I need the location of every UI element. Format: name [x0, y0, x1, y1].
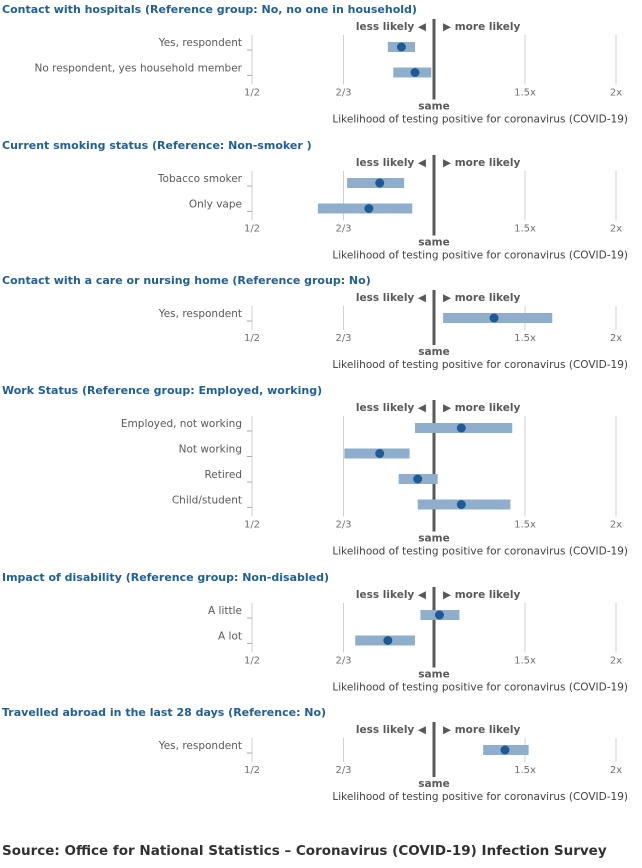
estimate-point [375, 449, 385, 458]
tick-label: 2/3 [335, 88, 351, 99]
less-likely-label: less likely ◀ [356, 157, 427, 169]
x-axis-label: Likelihood of testing positive for coron… [332, 546, 628, 558]
row-label: Yes, respondent [158, 37, 242, 49]
row-label: Tobacco smoker [157, 173, 243, 185]
tick-label: 1/2 [244, 333, 260, 344]
x-axis-label: Likelihood of testing positive for coron… [332, 249, 628, 261]
tick-label: 1.5x [514, 655, 536, 666]
tick-label: 1/2 [244, 765, 260, 776]
tick-label: 1/2 [244, 88, 260, 99]
tick-label: 2x [610, 765, 622, 776]
row-label: Not working [179, 444, 242, 456]
chart-section: Contact with a care or nursing home (Ref… [0, 271, 642, 373]
forest-plot-panels: Contact with hospitals (Reference group:… [0, 0, 642, 805]
tick-label: 2x [610, 655, 622, 666]
chart-section: Current smoking status (Reference: Non-s… [0, 136, 642, 264]
estimate-point [456, 500, 466, 509]
estimate-point [413, 474, 423, 484]
tick-label: 1/2 [244, 223, 260, 234]
more-likely-label: ▶ more likely [443, 589, 520, 601]
estimate-point [410, 68, 420, 77]
tick-label: 1/2 [244, 520, 260, 531]
tick-label: 2/3 [335, 223, 351, 234]
row-label: Employed, not working [121, 418, 242, 430]
less-likely-label: less likely ◀ [356, 292, 427, 304]
reference-label: same [418, 346, 449, 358]
reference-label: same [418, 236, 449, 248]
tick-label: 1.5x [514, 223, 536, 234]
forest-plot: 1/2 2/3 1.5x 2x less likely ◀ ▶ more likely sa… [157, 154, 628, 261]
more-likely-label: ▶ more likely [443, 292, 520, 304]
forest-plot: 1/2 2/3 1.5x 2x less likely ◀ ▶ more likely sa… [35, 19, 628, 126]
more-likely-label: ▶ more likely [443, 724, 520, 736]
row-label: Child/student [172, 495, 242, 507]
more-likely-label: ▶ more likely [443, 157, 520, 169]
x-axis-label: Likelihood of testing positive for coron… [332, 791, 628, 803]
less-likely-label: less likely ◀ [356, 21, 427, 33]
estimate-point [364, 203, 374, 213]
x-axis-label: Likelihood of testing positive for coron… [332, 681, 628, 693]
estimate-point [396, 42, 406, 52]
tick-label: 1.5x [514, 333, 536, 344]
tick-label: 2x [610, 223, 622, 234]
reference-label: same [418, 778, 449, 790]
reference-label: same [418, 533, 449, 545]
chart-title: Impact of disability (Reference group: N… [2, 570, 329, 584]
tick-label: 1.5x [514, 765, 536, 776]
chart-section: Impact of disability (Reference group: N… [0, 568, 642, 696]
row-label: Yes, respondent [158, 740, 242, 752]
chart-title: Contact with hospitals (Reference group:… [2, 3, 417, 16]
tick-label: 2/3 [335, 655, 351, 666]
tick-label: 2x [610, 88, 622, 99]
tick-label: 2/3 [335, 333, 351, 344]
forest-plot: 1/2 2/3 1.5x 2x less likely ◀ ▶ more likely sa… [158, 722, 628, 803]
x-axis-label: Likelihood of testing positive for coron… [332, 114, 628, 126]
estimate-point [434, 610, 444, 619]
less-likely-label: less likely ◀ [356, 402, 427, 414]
tick-label: 1.5x [514, 520, 536, 531]
estimate-point [456, 423, 466, 433]
row-label: A lot [218, 630, 242, 642]
chart-section: Contact with hospitals (Reference group:… [0, 0, 642, 128]
row-label: Yes, respondent [158, 308, 242, 320]
estimate-point [500, 745, 510, 755]
estimate-point [375, 178, 385, 187]
tick-label: 2x [610, 520, 622, 531]
chart-title: Current smoking status (Reference: Non-s… [2, 138, 312, 152]
source-note: Source: Office for National Statistics –… [2, 843, 607, 859]
more-likely-label: ▶ more likely [443, 402, 520, 414]
less-likely-label: less likely ◀ [356, 724, 427, 736]
tick-label: 2/3 [335, 765, 351, 776]
forest-plot: 1/2 2/3 1.5x 2x less likely ◀ ▶ more likely sa… [158, 290, 628, 371]
x-axis-label: Likelihood of testing positive for coron… [332, 359, 628, 371]
tick-label: 1.5x [514, 88, 536, 99]
tick-label: 2x [610, 333, 622, 344]
chart-section: Travelled abroad in the last 28 days (Re… [0, 703, 642, 805]
forest-plot: 1/2 2/3 1.5x 2x less likely ◀ ▶ more likely sa… [121, 400, 628, 558]
row-label: Retired [204, 469, 242, 481]
estimate-point [489, 313, 499, 323]
row-label: A little [208, 605, 242, 617]
more-likely-label: ▶ more likely [443, 21, 520, 33]
chart-title: Travelled abroad in the last 28 days (Re… [2, 706, 327, 719]
reference-label: same [418, 101, 449, 113]
tick-label: 1/2 [244, 655, 260, 666]
chart-section: Work Status (Reference group: Employed, … [0, 381, 642, 560]
reference-label: same [418, 668, 449, 680]
row-label: Only vape [189, 198, 242, 210]
tick-label: 2/3 [335, 520, 351, 531]
row-label: No respondent, yes household member [35, 63, 243, 75]
forest-plot: 1/2 2/3 1.5x 2x less likely ◀ ▶ more likely sa… [208, 586, 628, 693]
less-likely-label: less likely ◀ [356, 589, 427, 601]
chart-title: Work Status (Reference group: Employed, … [2, 384, 323, 397]
chart-title: Contact with a care or nursing home (Ref… [2, 274, 371, 287]
estimate-point [383, 635, 393, 645]
